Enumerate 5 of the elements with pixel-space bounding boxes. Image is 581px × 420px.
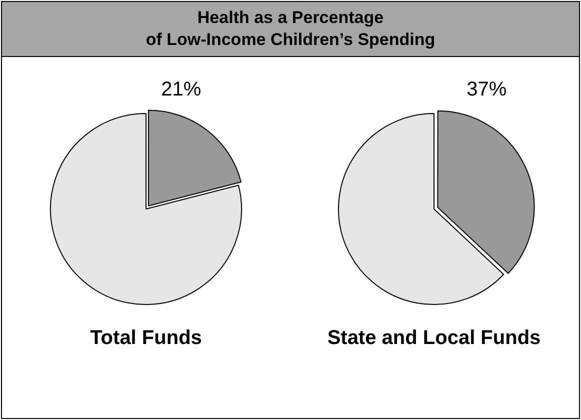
text: Total Funds (89, 327, 203, 350)
data-label: 37% (466, 78, 507, 100)
text: State and Local Funds (326, 327, 542, 350)
data-label: 21% (161, 78, 202, 100)
text: Health as a Percentage of Low-Income Children’s Spending (2, 2, 579, 57)
